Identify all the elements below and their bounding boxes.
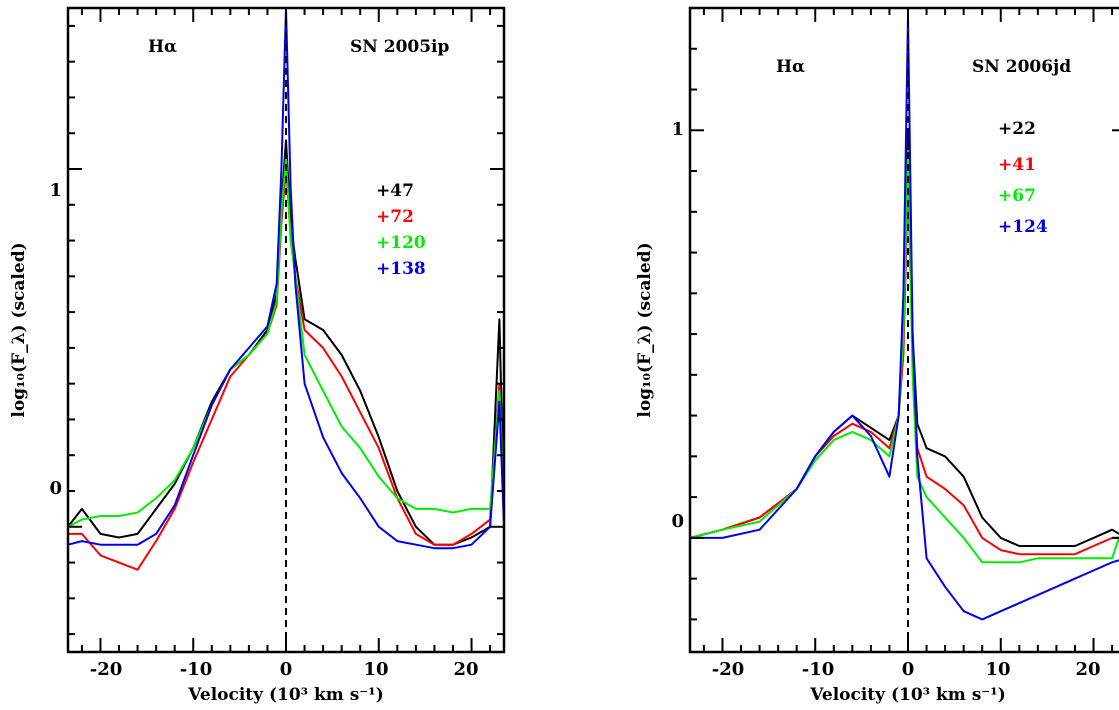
x-tick-label: -10 — [180, 659, 213, 680]
legend-entry: +47 — [376, 181, 414, 201]
legend-entry: +22 — [998, 119, 1036, 139]
y-axis-title: log₁₀(F_λ) (scaled) — [9, 242, 29, 417]
series-line — [67, 7, 505, 550]
panel-sn2006jd: -20 -10 0 10 20 0 1 Velocity (10³ km s⁻¹… — [635, 6, 1119, 705]
legend-entry: +124 — [998, 217, 1048, 237]
x-tick-label: 10 — [363, 659, 388, 680]
x-tick-label: -10 — [802, 659, 835, 680]
series-group — [67, 7, 505, 571]
x-tick-label: 10 — [985, 659, 1010, 680]
x-axis-title: Velocity (10³ km s⁻¹) — [187, 685, 383, 705]
series-line — [67, 157, 505, 528]
panel-sn2005ip: -20 -10 0 10 20 0 1 Velocity (10³ km s⁻¹… — [9, 6, 506, 705]
x-tick-label: 0 — [280, 659, 293, 680]
y-axis-title: log₁₀(F_λ) (scaled) — [635, 242, 655, 417]
legend-entry: +67 — [998, 186, 1036, 206]
y-tick-label: 0 — [671, 511, 684, 532]
series-line — [689, 149, 1119, 564]
x-tick-label: -20 — [90, 659, 123, 680]
legend: +22 +41 +67 +124 — [998, 119, 1048, 237]
line-label: Hα — [776, 57, 805, 77]
legend-entry: +41 — [998, 155, 1036, 175]
y-tick-label: 1 — [671, 119, 684, 140]
legend-entry: +72 — [376, 207, 414, 227]
series-line — [690, 15, 1119, 621]
x-tick-label: -20 — [712, 659, 745, 680]
legend-entry: +138 — [376, 259, 426, 279]
object-name: SN 2005ip — [350, 37, 450, 57]
tick-marks — [68, 8, 504, 652]
legend-entry: +120 — [376, 233, 426, 253]
line-label: Hα — [148, 37, 177, 57]
x-axis-title: Velocity (10³ km s⁻¹) — [809, 685, 1005, 705]
x-tick-label: 20 — [1075, 659, 1100, 680]
object-name: SN 2006jd — [972, 57, 1071, 77]
y-tick-label: 0 — [49, 478, 62, 499]
x-tick-label: 20 — [453, 659, 478, 680]
y-tick-label: 1 — [49, 180, 62, 201]
legend: +47 +72 +120 +138 — [376, 181, 426, 279]
x-tick-label: 0 — [902, 659, 915, 680]
series-group — [689, 15, 1119, 621]
tick-marks — [690, 7, 1119, 652]
